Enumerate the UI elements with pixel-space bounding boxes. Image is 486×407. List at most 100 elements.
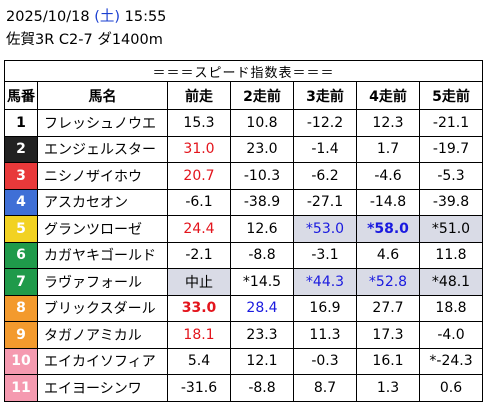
race-day-of-week: (土): [94, 9, 121, 25]
speed-index-cell: 28.4: [230, 294, 294, 322]
table-row: 8 ブリックスダール 33.0 28.4 16.9 27.7 18.8: [4, 294, 484, 322]
table-row: 9 タガノアミカル 18.1 23.3 11.3 17.3 -4.0: [4, 321, 484, 349]
speed-index-cell: -1.4: [293, 135, 357, 163]
speed-index-cell: *-24.3: [418, 347, 484, 375]
table-row: 3 ニシノザイホウ 20.7 -10.3 -6.2 -4.6 -5.3: [4, 162, 484, 190]
table-row: 11 エイヨーシンワ -31.6 -8.8 8.7 1.3 0.6: [4, 374, 484, 402]
table-row: 5 グランツローゼ 24.4 12.6 *53.0 *58.0 *51.0: [4, 215, 484, 243]
table-row: 7 ラヴァフォール 中止 *14.5 *44.3 *52.8 *48.1: [4, 268, 484, 296]
horse-number: 6: [4, 241, 38, 269]
speed-index-cell: -38.9: [230, 188, 294, 216]
speed-index-cell: -6.1: [167, 188, 231, 216]
speed-index-cell: 12.6: [230, 215, 294, 243]
table-row: 2 エンジェルスター 31.0 23.0 -1.4 1.7 -19.7: [4, 135, 484, 163]
horse-name: タガノアミカル: [37, 321, 168, 349]
speed-index-cell: 24.4: [167, 215, 231, 243]
speed-index-cell: 12.3: [356, 109, 420, 137]
column-header: 4走前: [356, 81, 420, 110]
table-title: ＝＝＝スピード指数表＝＝＝: [3, 60, 484, 82]
horse-number: 2: [4, 135, 38, 163]
horse-number: 5: [4, 215, 38, 243]
table-row: 10 エイカイソフィア 5.4 12.1 -0.3 16.1 *-24.3: [4, 347, 484, 375]
race-time: 15:55: [124, 9, 167, 25]
speed-index-cell: *58.0: [356, 215, 420, 243]
column-header: 5走前: [418, 81, 484, 110]
speed-index-cell: -6.2: [293, 162, 357, 190]
horse-number: 4: [4, 188, 38, 216]
race-date: 2025/10/18: [6, 9, 90, 25]
speed-index-cell: *51.0: [418, 215, 484, 243]
speed-index-cell: 27.7: [356, 294, 420, 322]
speed-index-cell: 10.8: [230, 109, 294, 137]
speed-index-cell: 中止: [167, 268, 231, 296]
speed-index-cell: -10.3: [230, 162, 294, 190]
horse-name: ニシノザイホウ: [37, 162, 168, 190]
horse-name: アスカセオン: [37, 188, 168, 216]
race-info: 佐賀3R C2-7 ダ1400m: [6, 32, 163, 48]
column-header: 3走前: [293, 81, 357, 110]
speed-index-cell: 33.0: [167, 294, 231, 322]
column-header: 馬名: [37, 81, 168, 110]
speed-index-cell: -4.6: [356, 162, 420, 190]
horse-number: 1: [4, 109, 38, 137]
speed-index-cell: 23.3: [230, 321, 294, 349]
horse-number: 8: [4, 294, 38, 322]
column-header: 前走: [167, 81, 231, 110]
speed-index-cell: 15.3: [167, 109, 231, 137]
speed-index-cell: -12.2: [293, 109, 357, 137]
speed-index-cell: 31.0: [167, 135, 231, 163]
horse-name: カガヤキゴールド: [37, 241, 168, 269]
column-header: 馬番: [4, 81, 38, 110]
speed-index-cell: 1.3: [356, 374, 420, 402]
horse-name: エンジェルスター: [37, 135, 168, 163]
horse-number: 10: [4, 347, 38, 375]
speed-index-cell: 0.6: [418, 374, 484, 402]
speed-index-cell: 4.6: [356, 241, 420, 269]
speed-index-cell: -0.3: [293, 347, 357, 375]
horse-number: 11: [4, 374, 38, 402]
speed-index-cell: -19.7: [418, 135, 484, 163]
horse-name: ラヴァフォール: [37, 268, 168, 296]
horse-name: ブリックスダール: [37, 294, 168, 322]
speed-index-cell: *44.3: [293, 268, 357, 296]
speed-index-cell: 1.7: [356, 135, 420, 163]
speed-index-cell: -14.8: [356, 188, 420, 216]
race-datetime: 2025/10/18 (土) 15:55: [6, 8, 166, 26]
speed-index-cell: 16.9: [293, 294, 357, 322]
horse-number: 9: [4, 321, 38, 349]
column-header: 2走前: [230, 81, 294, 110]
speed-index-cell: -39.8: [418, 188, 484, 216]
speed-index-cell: -31.6: [167, 374, 231, 402]
speed-index-cell: -8.8: [230, 241, 294, 269]
horse-name: フレッシュノウエ: [37, 109, 168, 137]
speed-index-cell: 20.7: [167, 162, 231, 190]
horse-name: エイヨーシンワ: [37, 374, 168, 402]
speed-index-cell: 11.8: [418, 241, 484, 269]
speed-index-cell: -5.3: [418, 162, 484, 190]
speed-index-cell: 18.1: [167, 321, 231, 349]
speed-index-cell: *48.1: [418, 268, 484, 296]
speed-index-cell: -21.1: [418, 109, 484, 137]
speed-index-cell: *53.0: [293, 215, 357, 243]
horse-name: エイカイソフィア: [37, 347, 168, 375]
speed-index-cell: -3.1: [293, 241, 357, 269]
speed-index-cell: 11.3: [293, 321, 357, 349]
speed-index-cell: -4.0: [418, 321, 484, 349]
speed-index-table: ＝＝＝スピード指数表＝＝＝ 馬番 馬名 前走 2走前 3走前 4走前 5走前 1…: [3, 60, 484, 402]
speed-index-cell: *52.8: [356, 268, 420, 296]
speed-index-cell: -8.8: [230, 374, 294, 402]
speed-index-cell: 12.1: [230, 347, 294, 375]
speed-index-cell: 8.7: [293, 374, 357, 402]
table-row: 1 フレッシュノウエ 15.3 10.8 -12.2 12.3 -21.1: [4, 109, 484, 137]
speed-index-cell: 16.1: [356, 347, 420, 375]
horse-number: 3: [4, 162, 38, 190]
table-row: 6 カガヤキゴールド -2.1 -8.8 -3.1 4.6 11.8: [4, 241, 484, 269]
speed-index-cell: -2.1: [167, 241, 231, 269]
speed-index-cell: 23.0: [230, 135, 294, 163]
table-row: 4 アスカセオン -6.1 -38.9 -27.1 -14.8 -39.8: [4, 188, 484, 216]
speed-index-cell: 18.8: [418, 294, 484, 322]
table-header-row: 馬番 馬名 前走 2走前 3走前 4走前 5走前: [4, 81, 484, 110]
speed-index-cell: 17.3: [356, 321, 420, 349]
horse-name: グランツローゼ: [37, 215, 168, 243]
horse-number: 7: [4, 268, 38, 296]
